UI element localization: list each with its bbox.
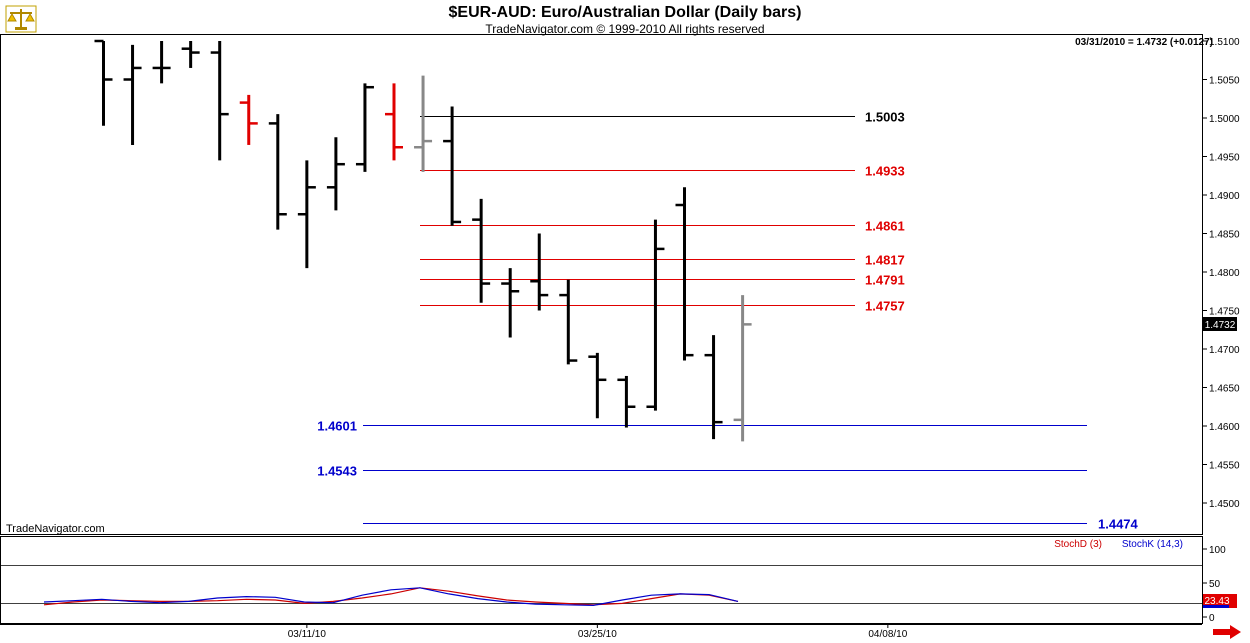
level-label-resistance: 1.4817: [865, 253, 905, 268]
ohlc-bar: [385, 83, 403, 161]
y-tick-label: 1.4950: [1209, 153, 1240, 164]
ohlc-bar: [617, 375, 636, 428]
y-tick-label: 1.5100: [1209, 37, 1240, 48]
ohlc-bar: [501, 268, 520, 338]
y-tick-label: 1.4500: [1209, 499, 1240, 510]
level-label-support: 1.4543: [317, 464, 357, 479]
ohlc-bar: [210, 41, 229, 161]
last-price-label: 1.4732: [1205, 320, 1236, 331]
y-tick-label: 1.4650: [1209, 384, 1240, 395]
stoch-y-tick-label: 50: [1209, 579, 1221, 590]
y-tick-label: 1.4750: [1209, 307, 1240, 318]
level-label-resistance: 1.4861: [865, 219, 905, 234]
ohlc-bar: [588, 352, 607, 419]
stoch-legend-d: StochD (3): [1054, 539, 1102, 550]
ohlc-bar: [94, 39, 113, 126]
stoch-series-line: [43, 587, 739, 606]
ohlc-bar: [472, 198, 491, 303]
x-tick-label: 03/25/10: [578, 629, 617, 640]
ohlc-bar: [443, 106, 462, 226]
right-arrow-icon[interactable]: [1212, 625, 1242, 639]
ohlc-bar: [123, 44, 142, 145]
ohlc-bar: [239, 94, 258, 145]
level-label-resistance: 1.4757: [865, 299, 905, 314]
level-label-support: 1.4601: [317, 419, 357, 434]
y-tick-label: 1.4900: [1209, 191, 1240, 202]
y-tick-label: 1.4800: [1209, 268, 1240, 279]
y-tick-label: 1.4700: [1209, 345, 1240, 356]
ohlc-bar: [704, 335, 723, 440]
level-label-resistance: 1.4791: [865, 273, 905, 288]
ohlc-bar: [355, 83, 374, 172]
stoch-last-label: 23.43: [1204, 596, 1229, 607]
price-readout: 03/31/2010 = 1.4732 (+0.0127): [1075, 37, 1213, 48]
price-panel-frame: [0, 34, 1203, 535]
y-tick-label: 1.4550: [1209, 461, 1240, 472]
ohlc-bar: [530, 233, 549, 311]
level-label-support: 1.4474: [1098, 517, 1139, 532]
level-label-resistance: 1.4933: [865, 164, 905, 179]
stoch-series-line: [43, 587, 739, 607]
chart-title: $EUR-AUD: Euro/Australian Dollar (Daily …: [448, 4, 802, 21]
ohlc-bar: [326, 137, 345, 211]
stoch-last-box: [1203, 594, 1237, 608]
ohlc-bar: [733, 295, 752, 442]
chart-subtitle: TradeNavigator.com © 1999-2010 All right…: [485, 22, 765, 36]
y-tick-label: 1.5050: [1209, 76, 1240, 87]
x-tick-label: 04/08/10: [868, 629, 907, 640]
scales-icon[interactable]: [4, 4, 38, 34]
ohlc-bar: [414, 75, 433, 172]
ohlc-bar: [181, 41, 200, 68]
y-tick-label: 1.4600: [1209, 422, 1240, 433]
ohlc-bar: [152, 41, 171, 84]
y-tick-label: 1.5000: [1209, 114, 1240, 125]
stoch-last-k-marker: [1203, 605, 1229, 608]
stoch-legend-k: StochK (14,3): [1122, 539, 1183, 550]
ohlc-bar: [646, 219, 665, 411]
stoch-panel-frame: [0, 536, 1203, 624]
ohlc-bar: [268, 114, 287, 230]
watermark: TradeNavigator.com: [6, 523, 105, 535]
y-tick-label: 1.4850: [1209, 230, 1240, 241]
ohlc-bar: [675, 187, 694, 361]
stoch-y-tick-label: 100: [1209, 545, 1226, 556]
level-label-reference: 1.5003: [865, 110, 905, 125]
last-price-box: [1203, 317, 1237, 331]
ohlc-bar: [559, 279, 578, 365]
stoch-y-tick-label: 0: [1209, 613, 1215, 624]
ohlc-bar: [297, 160, 316, 269]
x-tick-label: 03/11/10: [288, 629, 327, 640]
